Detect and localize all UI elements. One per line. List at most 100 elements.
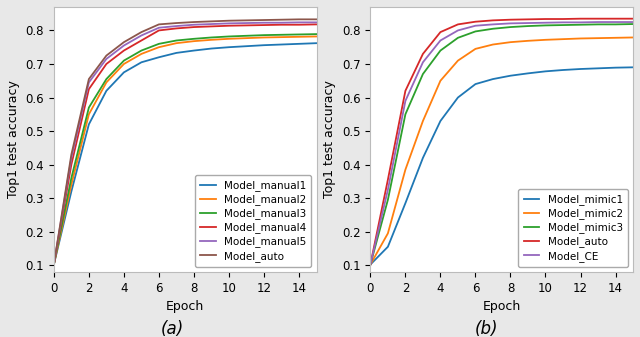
Model_auto (559, 17, 567, 21)
Model_manual5 (295, 20, 303, 24)
Model_manual1 (190, 49, 198, 53)
Model_manual3 (85, 105, 93, 110)
Model_manual3 (102, 77, 110, 81)
Model_auto (629, 17, 637, 21)
Model_manual5 (207, 22, 215, 26)
Model_mimic2 (612, 36, 620, 40)
Model_manual2 (190, 39, 198, 43)
Model_auto (384, 178, 392, 182)
Model_CE (629, 20, 637, 24)
Line: Model_auto: Model_auto (54, 19, 317, 265)
Line: Model_auto: Model_auto (371, 19, 633, 265)
Line: Model_mimic3: Model_mimic3 (371, 24, 633, 265)
Model_manual4 (225, 24, 233, 28)
Model_manual1 (50, 263, 58, 267)
Model_mimic3 (524, 24, 532, 28)
Model_auto (454, 22, 462, 26)
Model_auto (278, 18, 285, 22)
Model_mimic3 (612, 22, 620, 26)
Model_manual1 (67, 189, 75, 193)
Line: Model_manual3: Model_manual3 (54, 34, 317, 265)
Model_manual2 (260, 35, 268, 39)
Model_manual3 (243, 34, 250, 38)
Model_manual3 (138, 49, 145, 53)
Model_manual5 (120, 43, 128, 48)
Model_manual5 (67, 156, 75, 160)
Model_manual4 (278, 23, 285, 27)
Model_manual1 (260, 43, 268, 47)
Model_mimic2 (507, 40, 515, 44)
Model_manual5 (190, 23, 198, 27)
Model_mimic2 (577, 36, 584, 40)
Model_CE (472, 24, 479, 28)
Model_auto (594, 17, 602, 21)
X-axis label: Epoch: Epoch (483, 300, 521, 313)
Model_mimic2 (436, 79, 444, 83)
Model_manual5 (138, 33, 145, 37)
Model_mimic3 (384, 198, 392, 202)
Text: (a): (a) (161, 319, 184, 337)
Model_auto (102, 54, 110, 58)
Model_mimic2 (541, 38, 549, 42)
Model_manual4 (138, 38, 145, 42)
Model_auto (401, 89, 409, 93)
Model_manual1 (173, 51, 180, 55)
Model_auto (173, 21, 180, 25)
Model_manual3 (67, 176, 75, 180)
Model_manual1 (120, 70, 128, 74)
Model_CE (612, 20, 620, 24)
Model_mimic1 (436, 119, 444, 123)
Model_manual3 (225, 34, 233, 38)
Model_CE (419, 60, 427, 64)
Model_manual1 (225, 45, 233, 49)
Model_auto (50, 263, 58, 267)
Model_manual1 (278, 42, 285, 47)
Model_auto (67, 153, 75, 157)
Model_manual4 (260, 23, 268, 27)
Text: (b): (b) (475, 319, 498, 337)
Model_auto (472, 20, 479, 24)
Model_mimic1 (559, 68, 567, 72)
Model_mimic2 (472, 47, 479, 51)
Model_manual1 (85, 122, 93, 126)
Model_CE (594, 20, 602, 24)
Model_manual5 (155, 26, 163, 30)
Model_mimic2 (629, 35, 637, 39)
Model_mimic3 (489, 27, 497, 31)
Model_manual4 (50, 263, 58, 267)
Model_manual5 (225, 21, 233, 25)
Model_auto (138, 30, 145, 34)
Y-axis label: Top1 test accuracy: Top1 test accuracy (323, 81, 337, 198)
Model_CE (577, 20, 584, 24)
Model_auto (243, 18, 250, 22)
Model_manual5 (102, 57, 110, 61)
Model_mimic2 (401, 167, 409, 172)
Model_auto (207, 19, 215, 23)
Model_mimic1 (594, 66, 602, 70)
Model_mimic3 (454, 36, 462, 40)
Line: Model_mimic2: Model_mimic2 (371, 37, 633, 265)
Model_manual3 (173, 38, 180, 42)
Model_auto (507, 18, 515, 22)
Model_manual2 (295, 35, 303, 39)
Model_mimic2 (367, 263, 374, 267)
Model_mimic1 (367, 263, 374, 267)
Model_manual2 (102, 81, 110, 85)
Model_auto (524, 17, 532, 21)
Model_manual2 (67, 183, 75, 187)
Model_mimic3 (367, 263, 374, 267)
Model_mimic2 (419, 119, 427, 123)
Model_CE (489, 22, 497, 26)
Model_mimic3 (419, 72, 427, 76)
Model_manual1 (295, 42, 303, 46)
Model_manual2 (155, 45, 163, 49)
Model_manual4 (85, 87, 93, 91)
Model_mimic1 (612, 66, 620, 70)
Model_manual5 (243, 21, 250, 25)
Model_auto (85, 77, 93, 81)
Model_manual3 (190, 37, 198, 41)
Model_auto (436, 30, 444, 34)
Model_mimic2 (594, 36, 602, 40)
Model_mimic3 (401, 112, 409, 116)
Model_auto (190, 20, 198, 24)
